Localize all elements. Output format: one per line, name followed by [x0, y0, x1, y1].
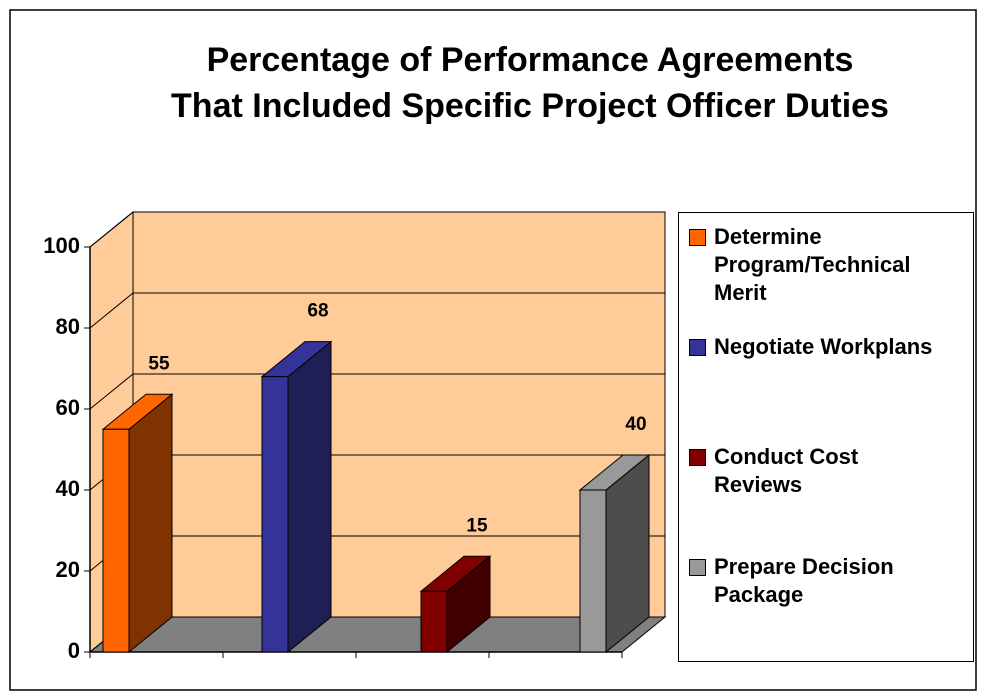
bar-front [102, 428, 130, 653]
data-label: 55 [148, 353, 170, 374]
bar-side [128, 393, 173, 654]
y-tick-label: 80 [56, 314, 80, 339]
y-tick-label: 0 [68, 638, 80, 663]
legend-entry: Prepare Decision Package [689, 553, 949, 609]
data-label: 15 [466, 515, 488, 536]
legend-label: Negotiate Workplans [714, 334, 933, 359]
chart-title: Percentage of Performance Agreements [207, 41, 854, 79]
grid-line [89, 373, 665, 410]
y-tick-label: 20 [56, 557, 80, 582]
legend-label: Prepare Decision Package [714, 554, 894, 607]
data-label: 68 [307, 301, 328, 322]
bar-side [287, 340, 332, 654]
legend-swatch [689, 449, 706, 466]
legend-swatch [689, 559, 706, 576]
grid-line [89, 292, 665, 329]
legend-entry: Determine Program/Technical Merit [689, 223, 949, 307]
legend: Determine Program/Technical Merit Negotia… [678, 212, 974, 662]
floor [88, 616, 667, 653]
legend-label: Determine Program/Technical Merit [714, 224, 911, 305]
legend-swatch [689, 229, 706, 246]
bar-front [579, 489, 607, 653]
grid-line [89, 211, 665, 248]
chart-title: That Included Specific Project Officer D… [171, 87, 889, 125]
bar-front [261, 376, 289, 653]
legend-entry: Negotiate Workplans [689, 333, 949, 361]
bar-front [420, 590, 448, 653]
data-label: 40 [625, 414, 646, 435]
legend-label: Conduct Cost Reviews [714, 444, 859, 497]
y-tick-label: 40 [56, 476, 80, 501]
y-tick-label: 60 [56, 395, 80, 420]
legend-swatch [689, 339, 706, 356]
legend-entry: Conduct Cost Reviews [689, 443, 949, 499]
y-tick-label: 100 [43, 233, 80, 258]
